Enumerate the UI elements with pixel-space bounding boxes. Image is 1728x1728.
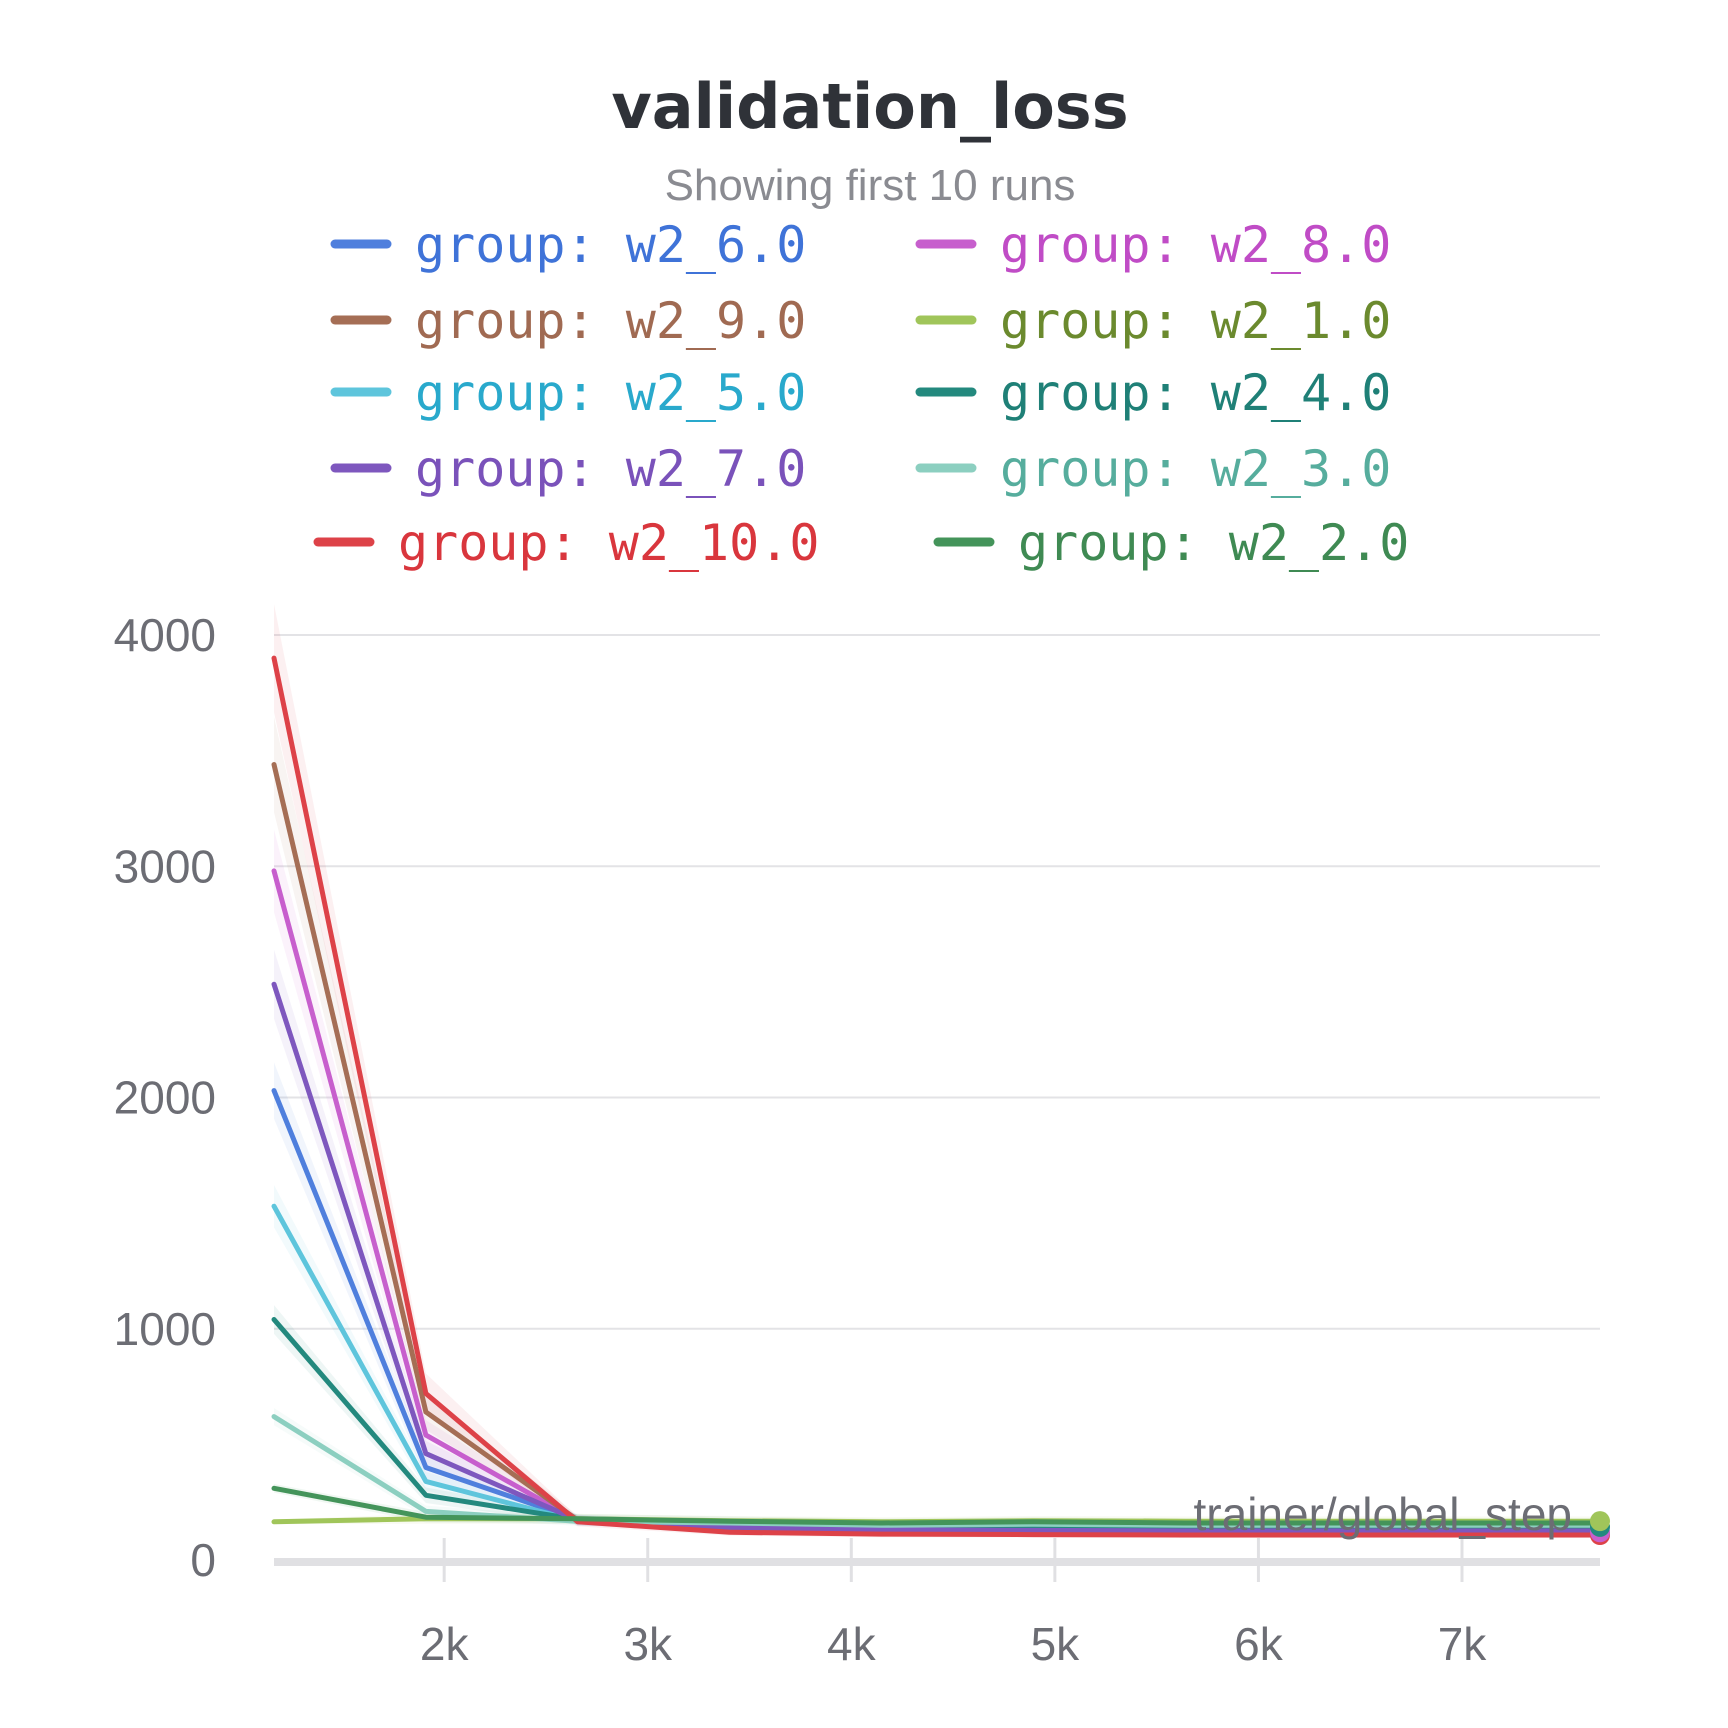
- legend-label-1: group: w2_6.0: [415, 216, 806, 274]
- chart-title: validation_loss: [611, 70, 1128, 143]
- x-tick-label-3000: 3k: [623, 1618, 673, 1670]
- endpoint-group-w2-1-0: [1590, 1511, 1610, 1532]
- legend-label-3: group: w2_9.0: [415, 292, 806, 350]
- y-axis-ticks: 0 1000 2000 3000 4000: [114, 609, 216, 1586]
- confidence-bands: [274, 604, 1600, 1538]
- legend-label-2: group: w2_8.0: [1000, 216, 1391, 274]
- legend-label-4: group: w2_1.0: [1000, 292, 1391, 350]
- series-line-7: [271, 981, 1603, 1534]
- legend-label-10: group: w2_2.0: [1018, 514, 1409, 572]
- y-tick-label-1000: 1000: [114, 1303, 216, 1355]
- y-tick-label-2000: 2000: [114, 1072, 216, 1124]
- series-line-9: [271, 655, 1603, 1538]
- y-tick-label-4000: 4000: [114, 609, 216, 661]
- legend-label-6: group: w2_4.0: [1000, 364, 1391, 422]
- x-tick-label-7000: 7k: [1438, 1618, 1488, 1670]
- series-endpoints: [1590, 1511, 1610, 1546]
- y-tick-label-3000: 3000: [114, 840, 216, 892]
- band-10: [274, 1484, 1600, 1528]
- series-lines: [271, 655, 1603, 1538]
- y-tick-label-0: 0: [190, 1534, 216, 1586]
- x-axis-label: trainer/global_step: [1194, 1488, 1572, 1540]
- legend-label-9: group: w2_10.0: [398, 514, 819, 572]
- x-tick-label-4000: 4k: [827, 1618, 877, 1670]
- legend-label-7: group: w2_7.0: [415, 440, 806, 498]
- band-3: [274, 716, 1600, 1536]
- legend-label-5: group: w2_5.0: [415, 364, 806, 422]
- x-axis-ticks: 2k 3k 4k 5k 6k 7k: [420, 1618, 1487, 1670]
- legend-label-8: group: w2_3.0: [1000, 440, 1391, 498]
- x-axis: [274, 1538, 1600, 1582]
- chart-subtitle: Showing first 10 runs: [665, 161, 1076, 210]
- x-tick-label-6000: 6k: [1234, 1618, 1284, 1670]
- series-line-10: [271, 1485, 1603, 1526]
- grid-lines: [274, 634, 1600, 1330]
- x-tick-label-2000: 2k: [420, 1618, 470, 1670]
- series-line-3: [271, 762, 1603, 1536]
- band-9: [274, 604, 1600, 1538]
- x-tick-label-5000: 5k: [1031, 1618, 1081, 1670]
